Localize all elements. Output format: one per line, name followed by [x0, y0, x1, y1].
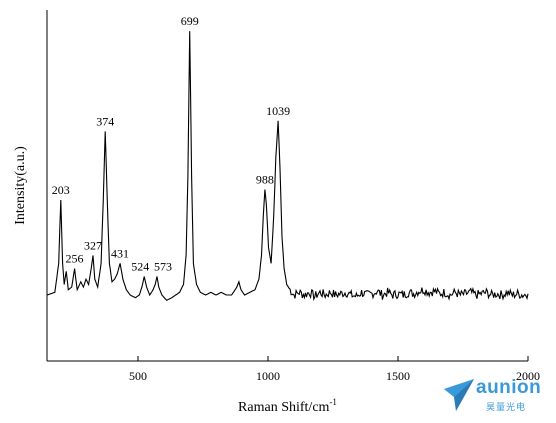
- peak-label: 203: [52, 183, 70, 197]
- peak-label: 327: [84, 238, 102, 252]
- x-tick-label: 1500: [386, 369, 410, 383]
- aunion-watermark: aunion 昊量光电: [442, 375, 550, 417]
- peak-label: 431: [111, 246, 129, 260]
- x-tick-label: 500: [129, 369, 147, 383]
- y-axis-title: Intensity(a.u.): [13, 146, 28, 225]
- peak-label: 573: [154, 260, 172, 274]
- spectrum-line: [46, 31, 529, 302]
- x-tick-label: 1000: [256, 369, 280, 383]
- peak-label: 374: [96, 114, 114, 128]
- x-ticks: 500 1000 1500 2000: [129, 356, 540, 383]
- aunion-logo-icon: [444, 379, 474, 411]
- x-axis-title-main: Raman Shift/cm: [238, 400, 329, 415]
- peak-label: 256: [66, 252, 84, 266]
- x-axis-title: Raman Shift/cm-1: [238, 397, 337, 415]
- peak-label: 1039: [266, 104, 290, 118]
- peak-label: 699: [181, 14, 199, 28]
- peak-label: 524: [131, 260, 149, 274]
- chart-axes: [46, 10, 528, 362]
- watermark-brand: aunion: [476, 377, 542, 398]
- x-axis-title-sup: -1: [329, 397, 337, 407]
- watermark-subtitle: 昊量光电: [486, 403, 527, 413]
- peak-label: 988: [256, 172, 274, 186]
- x-tick-label: 2000: [516, 369, 540, 383]
